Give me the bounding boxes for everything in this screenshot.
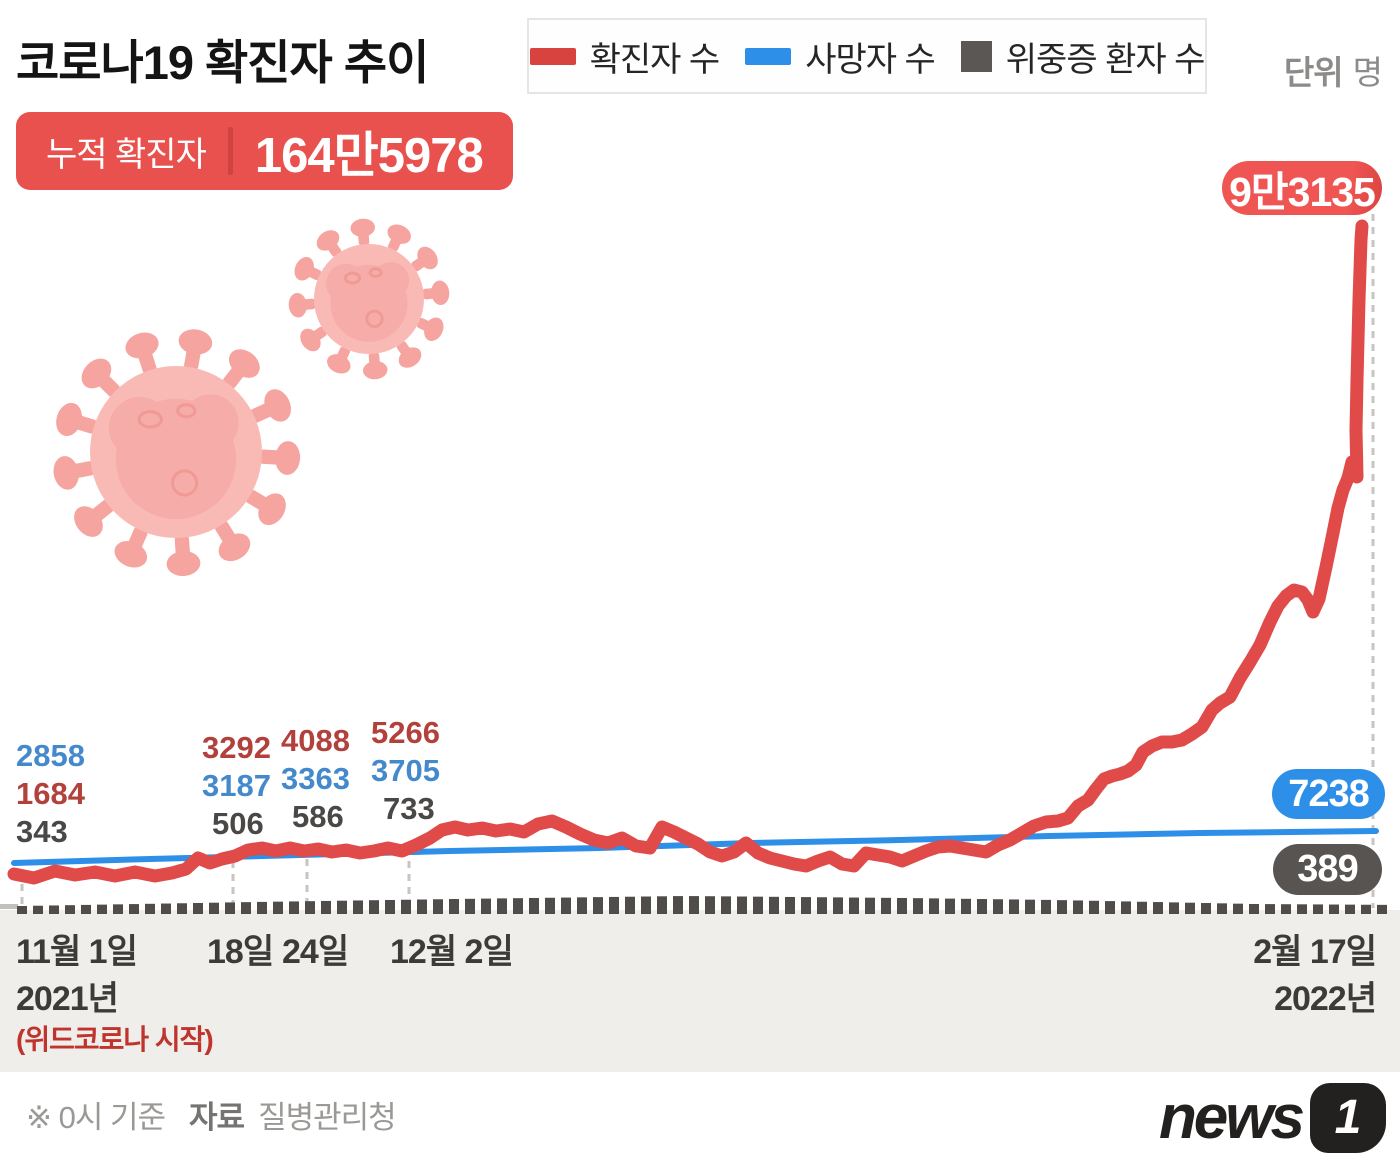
unit-prefix: 단위	[1283, 54, 1344, 91]
footnote: ※ 0시 기준 자료 질병관리청	[26, 1092, 397, 1137]
cumulative-badge: 누적 확진자 164만5978	[16, 112, 513, 190]
with-corona-note: (위드코로나 시작)	[16, 1024, 214, 1055]
source-label: 자료	[189, 1100, 245, 1135]
critical-value: 343	[16, 814, 68, 849]
critical-swatch-icon	[960, 40, 992, 72]
basis-note: ※ 0시 기준	[26, 1100, 166, 1135]
deaths-value: 2858	[16, 738, 85, 773]
year-right-label: 2022년	[1274, 980, 1377, 1018]
legend-label-deaths: 사망자 수	[805, 40, 936, 79]
confirmed-line	[7, 219, 1369, 885]
critical-value: 506	[212, 806, 264, 841]
critical-value: 586	[292, 799, 344, 834]
year-left-label: 2021년	[16, 980, 119, 1018]
cumulative-badge-label: 누적 확진자	[46, 135, 207, 174]
unit-value: 명	[1352, 54, 1383, 91]
logo-wordmark: news	[1158, 1083, 1305, 1152]
news1-logo: news 1	[1159, 1082, 1386, 1153]
deaths-value: 3187	[202, 768, 271, 803]
axis-baseline	[0, 904, 18, 909]
critical-patients-bars	[17, 896, 1387, 914]
legend-label-confirmed: 확진자 수	[589, 40, 721, 79]
x-tick-24: 24일	[282, 933, 349, 971]
x-tick-dec2: 12월 2일	[390, 933, 514, 971]
legend-label-critical: 위중증 환자 수	[1005, 40, 1206, 79]
legend-item-confirmed: 확진자 수	[529, 32, 721, 81]
confirmed-value: 1684	[16, 776, 85, 811]
legend: 확진자 수 사망자 수 위중증 환자 수	[527, 18, 1207, 94]
critical-latest-callout: 389	[1273, 844, 1382, 895]
x-tick-18: 18일	[207, 933, 274, 971]
deaths-value: 3363	[281, 761, 350, 796]
critical-value: 733	[383, 791, 435, 826]
axis-band	[0, 910, 1400, 1072]
deaths-latest-callout: 7238	[1272, 769, 1385, 819]
data-label-group-nov1: 2858 1684 343	[16, 737, 85, 851]
deaths-swatch-icon	[745, 47, 792, 65]
data-label-group-nov24: 4088 3363 586	[281, 722, 350, 836]
page-title: 코로나19 확진자 추이	[16, 36, 429, 89]
legend-item-deaths: 사망자 수	[745, 32, 936, 81]
coronavirus-illustration	[53, 218, 450, 577]
confirmed-value: 5266	[371, 715, 440, 750]
confirmed-value: 4088	[281, 723, 350, 758]
confirmed-peak-callout: 9만3135	[1222, 161, 1382, 215]
badge-divider	[227, 127, 233, 175]
data-label-group-dec2: 5266 3705 733	[371, 714, 440, 828]
legend-item-critical: 위중증 환자 수	[960, 32, 1206, 81]
deaths-value: 3705	[371, 753, 440, 788]
logo-badge-icon: 1	[1310, 1082, 1386, 1153]
x-tick-feb17: 2월 17일	[1253, 933, 1377, 971]
confirmed-swatch-icon	[529, 47, 576, 65]
cumulative-badge-value: 164만5978	[254, 128, 484, 183]
data-label-group-nov18: 3292 3187 506	[202, 729, 271, 843]
confirmed-value: 3292	[202, 730, 271, 765]
source-name: 질병관리청	[258, 1100, 397, 1135]
unit-label: 단위 명	[1283, 46, 1383, 94]
x-tick-nov1: 11월 1일	[16, 933, 138, 971]
